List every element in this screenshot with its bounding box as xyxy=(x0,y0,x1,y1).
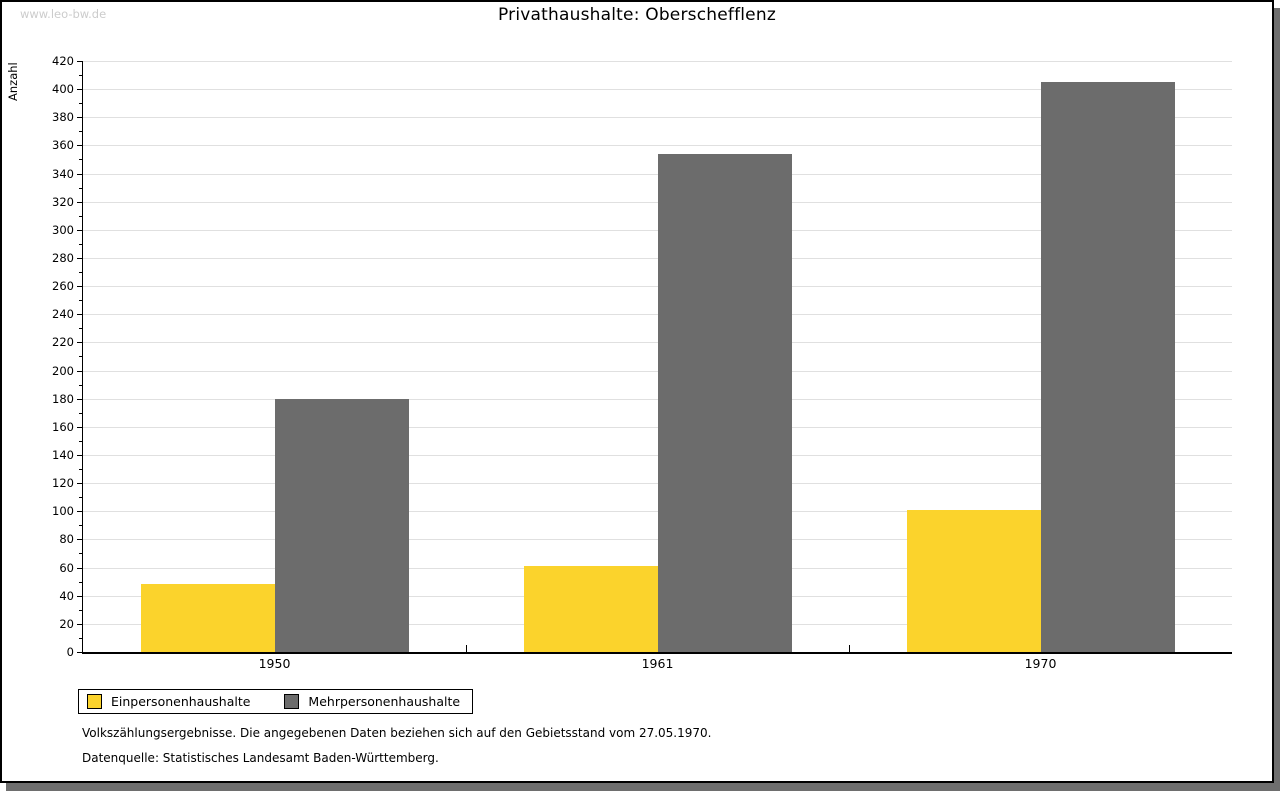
y-axis-minor-tick xyxy=(79,188,82,189)
y-axis-tick-label: 180 xyxy=(52,392,74,406)
y-axis-minor-tick xyxy=(79,610,82,611)
y-axis-major-tick xyxy=(77,568,82,569)
y-axis-tick-label: 400 xyxy=(52,82,74,96)
gridline xyxy=(83,145,1232,146)
y-axis-minor-tick xyxy=(79,272,82,273)
bar-groups xyxy=(83,61,1232,652)
gridline xyxy=(83,89,1232,90)
y-axis-minor-tick xyxy=(79,216,82,217)
y-axis-tick-label: 100 xyxy=(52,504,74,518)
y-axis-minor-tick xyxy=(79,413,82,414)
y-axis-tick-label: 380 xyxy=(52,110,74,124)
y-axis-minor-tick xyxy=(79,497,82,498)
x-axis-category-label: 1950 xyxy=(258,656,291,671)
y-axis-tick-label: 420 xyxy=(52,54,74,68)
bar-einpersonenhaushalte-1950 xyxy=(140,584,275,652)
footer-source: Datenquelle: Statistisches Landesamt Bad… xyxy=(82,751,439,765)
y-axis-minor-tick xyxy=(79,553,82,554)
x-axis-tick xyxy=(849,645,850,652)
y-axis-major-tick xyxy=(77,174,82,175)
y-axis-major-tick xyxy=(77,455,82,456)
y-axis-major-tick xyxy=(77,258,82,259)
bar-einpersonenhaushalte-1961 xyxy=(523,566,658,652)
bar-einpersonenhaushalte-1970 xyxy=(906,510,1041,652)
watermark: www.leo-bw.de xyxy=(20,7,107,21)
y-axis-tick-label: 260 xyxy=(52,279,74,293)
y-axis-minor-tick xyxy=(79,75,82,76)
y-axis-minor-tick xyxy=(79,131,82,132)
y-axis-minor-tick xyxy=(79,525,82,526)
y-axis-major-tick xyxy=(77,596,82,597)
y-axis-major-tick xyxy=(77,399,82,400)
y-axis-tick-label: 280 xyxy=(52,251,74,265)
bar-mehrpersonenhaushalte-1961 xyxy=(657,154,792,652)
y-axis-minor-tick xyxy=(79,103,82,104)
y-axis-tick-label: 340 xyxy=(52,167,74,181)
y-axis-minor-tick xyxy=(79,469,82,470)
y-axis-tick-labels: 0 20 40 60 80 100 120 140 160 180 200 220 240 260 280 3… xyxy=(2,55,74,659)
y-axis-major-tick xyxy=(77,624,82,625)
legend-item-mehrpersonenhaushalte: Mehrpersonenhaushalte xyxy=(284,694,460,709)
y-axis-tick-label: 360 xyxy=(52,138,74,152)
footer-note: Volkszählungsergebnisse. Die angegebenen… xyxy=(82,726,712,740)
bar-group-1950 xyxy=(83,61,466,652)
plot-area xyxy=(77,61,1232,654)
y-axis-major-tick xyxy=(77,145,82,146)
y-axis-tick-label: 140 xyxy=(52,448,74,462)
y-axis-major-tick xyxy=(77,286,82,287)
y-axis-major-tick xyxy=(77,342,82,343)
legend-swatch-icon xyxy=(87,694,102,709)
y-axis-tick-label: 320 xyxy=(52,195,74,209)
y-axis-minor-tick xyxy=(79,300,82,301)
y-axis-minor-tick xyxy=(79,356,82,357)
y-axis-major-tick xyxy=(77,117,82,118)
y-axis-minor-tick xyxy=(79,638,82,639)
legend: Einpersonenhaushalte Mehrpersonenhaushalt… xyxy=(78,689,474,714)
y-axis-tick-label: 0 xyxy=(66,645,74,659)
y-axis-major-tick xyxy=(77,539,82,540)
y-axis-major-tick xyxy=(77,371,82,372)
y-axis-major-tick xyxy=(77,427,82,428)
y-axis-tick-label: 160 xyxy=(52,420,74,434)
y-axis-tick-label: 200 xyxy=(52,364,74,378)
y-axis-major-tick xyxy=(77,89,82,90)
legend-label: Mehrpersonenhaushalte xyxy=(308,694,461,709)
y-axis-minor-tick xyxy=(79,441,82,442)
y-axis-major-tick xyxy=(77,652,82,653)
y-axis-major-tick xyxy=(77,314,82,315)
bar-mehrpersonenhaushalte-1970 xyxy=(1040,82,1175,652)
legend-item-einpersonenhaushalte: Einpersonenhaushalte xyxy=(87,694,250,709)
y-axis-major-tick xyxy=(77,61,82,62)
y-axis-minor-tick xyxy=(79,159,82,160)
chart-title: Privathaushalte: Oberschefflenz xyxy=(498,5,776,25)
y-axis-major-tick xyxy=(77,483,82,484)
bar-mehrpersonenhaushalte-1950 xyxy=(274,399,409,652)
y-axis-major-tick xyxy=(77,202,82,203)
y-axis-tick-label: 60 xyxy=(59,561,74,575)
y-axis-minor-tick xyxy=(79,328,82,329)
legend-label: Einpersonenhaushalte xyxy=(111,694,251,709)
y-axis-tick-label: 40 xyxy=(59,589,74,603)
x-axis-category-labels: 1950 1961 1970 xyxy=(83,656,1232,671)
y-axis-major-tick xyxy=(77,230,82,231)
y-axis-major-tick xyxy=(77,511,82,512)
y-axis-minor-tick xyxy=(79,244,82,245)
bar-group-1970 xyxy=(849,61,1232,652)
y-axis-tick-label: 80 xyxy=(59,532,74,546)
y-axis-tick-label: 240 xyxy=(52,307,74,321)
y-axis-tick-label: 20 xyxy=(59,617,74,631)
x-axis-category-label: 1970 xyxy=(1024,656,1057,671)
x-axis-category-label: 1961 xyxy=(641,656,674,671)
y-axis-minor-tick xyxy=(79,582,82,583)
y-axis-tick-label: 300 xyxy=(52,223,74,237)
gridline xyxy=(83,117,1232,118)
y-axis-minor-tick xyxy=(79,385,82,386)
bar-group-1961 xyxy=(466,61,849,652)
gridline xyxy=(83,61,1232,62)
x-axis-tick xyxy=(466,645,467,652)
legend-swatch-icon xyxy=(284,694,300,709)
y-axis-tick-label: 220 xyxy=(52,335,74,349)
y-axis-tick-label: 120 xyxy=(52,476,74,490)
